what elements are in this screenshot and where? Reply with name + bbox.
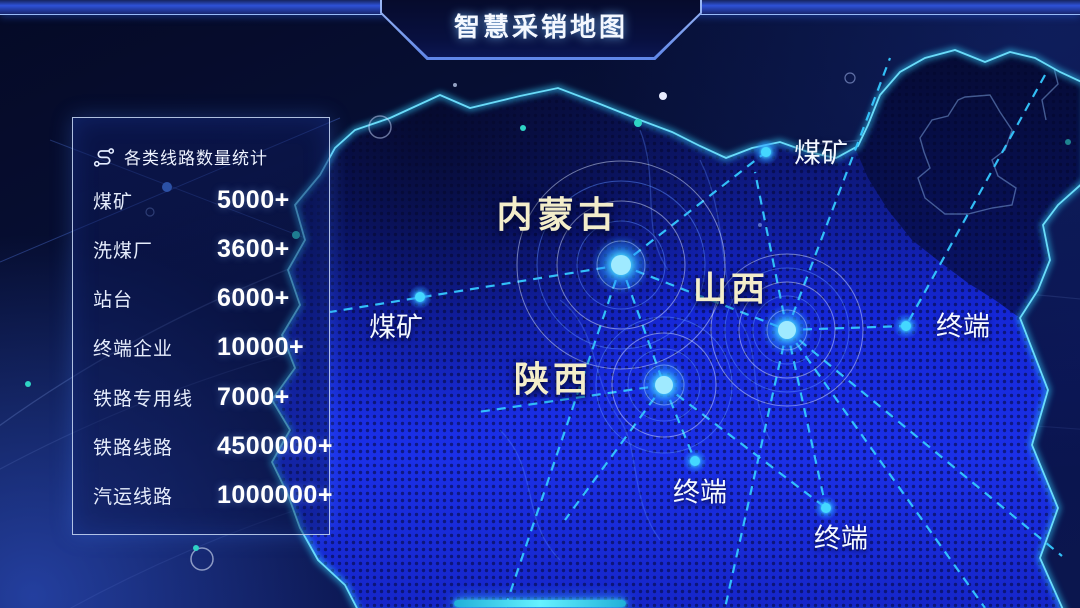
stat-value: 10000+ <box>217 333 305 362</box>
stat-row-dedicated-railway: 铁路专用线 7000+ <box>93 383 311 412</box>
site-point-markers[interactable] <box>408 139 919 520</box>
stat-row-railway-lines: 铁路线路 4500000+ <box>93 432 332 461</box>
hub-node-shanxi[interactable] <box>761 304 813 356</box>
stat-value: 1000000+ <box>217 480 333 509</box>
stat-row-coal-washery: 洗煤厂 3600+ <box>93 235 311 264</box>
stat-label: 铁路线路 <box>93 437 174 459</box>
site-label-coal-west[interactable]: 煤矿 <box>369 312 423 343</box>
northeast-dark-region <box>856 50 1080 335</box>
title-underline-glow <box>454 600 626 607</box>
stat-label: 汽运线路 <box>93 486 174 508</box>
stat-label: 终端企业 <box>93 339 174 361</box>
stat-row-terminal-enterprise: 终端企业 10000+ <box>93 333 311 362</box>
stat-value: 7000+ <box>217 382 290 411</box>
stat-row-truck-lines: 汽运线路 1000000+ <box>93 481 332 510</box>
panel-title: 各类线路数量统计 <box>124 148 268 168</box>
province-label-neimenggu: 内蒙古 <box>496 194 620 235</box>
stat-label: 站台 <box>93 290 134 312</box>
route-icon <box>93 148 115 167</box>
stat-value: 6000+ <box>217 284 290 313</box>
stats-rows: 煤矿 5000+ 洗煤厂 3600+ 站台 6000+ 终端企业 10000+ … <box>93 176 332 520</box>
stat-row-coal-mine: 煤矿 5000+ <box>93 186 311 215</box>
province-label-shaanxi: 陕西 <box>513 360 593 400</box>
stat-label: 铁路专用线 <box>93 388 194 410</box>
stat-value: 3600+ <box>217 235 290 264</box>
hub-node-shaanxi[interactable] <box>638 359 690 411</box>
stat-label: 煤矿 <box>93 192 134 214</box>
page-title: 智慧采销地图 <box>453 12 628 42</box>
site-label-terminal-east[interactable]: 终端 <box>936 311 990 342</box>
stat-value: 4500000+ <box>217 431 333 460</box>
header: 智慧采销地图 <box>380 0 702 60</box>
site-label-coal-north[interactable]: 煤矿 <box>794 138 848 169</box>
stat-label: 洗煤厂 <box>93 241 154 263</box>
hub-node-neimenggu[interactable] <box>591 235 651 295</box>
site-label-terminal-southeast[interactable]: 终端 <box>814 523 868 554</box>
province-label-shanxi: 山西 <box>693 270 769 309</box>
line-stats-panel: 各类线路数量统计 煤矿 5000+ 洗煤厂 3600+ 站台 6000+ 终端企… <box>72 117 332 535</box>
stat-row-platform: 站台 6000+ <box>93 284 311 313</box>
site-label-terminal-south[interactable]: 终端 <box>673 477 727 508</box>
stat-value: 5000+ <box>217 186 290 215</box>
